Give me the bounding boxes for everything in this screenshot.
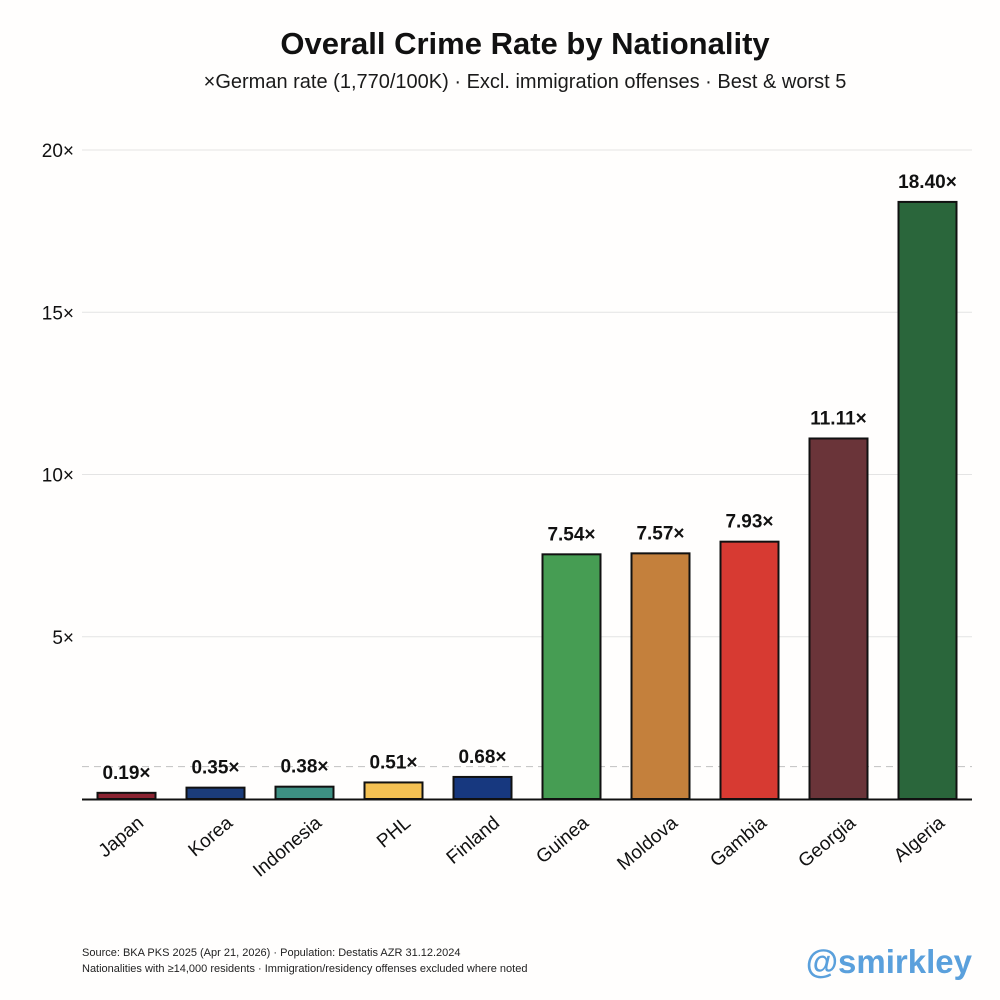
bar-georgia [808, 437, 869, 800]
data-label: 0.68× [458, 747, 506, 768]
y-tick-label: 10× [42, 466, 74, 487]
bar-guinea [541, 553, 602, 801]
x-tick-label: Japan [95, 813, 148, 862]
data-label: 7.54× [547, 524, 595, 545]
x-axis-ticks: Japan Korea Indonesia PHL Finland Guinea Moldo… [95, 812, 949, 881]
footer-source: Source: BKA PKS 2025 (Apr 21, 2026) · Po… [82, 947, 461, 959]
x-tick-label: Algeria [890, 812, 949, 866]
y-axis-ticks: 5× 10× 15× 20× [42, 141, 74, 649]
bar-japan [96, 791, 157, 800]
data-label: 7.93× [725, 512, 773, 533]
data-label: 7.57× [636, 523, 684, 544]
chart-title: Overall Crime Rate by Nationality [280, 26, 770, 61]
x-tick-label: Georgia [795, 812, 861, 872]
bar-moldova [630, 552, 691, 801]
data-labels: 0.19× 0.35× 0.38× 0.51× 0.68× 7.54× 7.57× 7.93×… [102, 172, 956, 784]
footer-note: Nationalities with ≥14,000 residents · I… [82, 963, 528, 975]
bar-algeria [897, 200, 958, 801]
y-tick-label: 15× [42, 303, 74, 324]
chart-subtitle: ×German rate (1,770/100K) · Excl. immigr… [203, 71, 847, 93]
data-label: 11.11× [810, 408, 867, 429]
bar-indonesia [274, 785, 335, 801]
y-tick-label: 5× [52, 628, 74, 649]
data-label: 18.40× [898, 172, 957, 193]
data-label: 0.51× [369, 752, 417, 773]
watermark-handle: @smirkley [805, 943, 972, 980]
x-tick-label: Gambia [706, 812, 771, 871]
bars [96, 200, 958, 801]
bar-phl [363, 781, 424, 800]
x-tick-label: PHL [373, 813, 415, 853]
x-tick-label: Korea [185, 812, 238, 861]
bar-korea [185, 786, 246, 801]
x-tick-label: Indonesia [249, 812, 326, 881]
data-label: 0.19× [102, 763, 150, 784]
bar-finland [452, 775, 513, 801]
y-tick-label: 20× [42, 141, 74, 162]
data-label: 0.35× [191, 758, 239, 779]
x-tick-label: Moldova [613, 812, 682, 875]
x-tick-label: Guinea [532, 812, 593, 868]
bar-gambia [719, 540, 780, 800]
data-label: 0.38× [280, 757, 328, 778]
x-tick-label: Finland [443, 813, 504, 869]
